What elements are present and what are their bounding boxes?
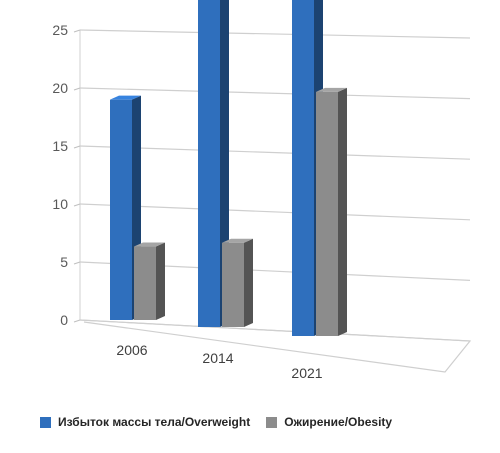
y-tick-mark [73, 203, 81, 207]
y-tick-mark [73, 87, 81, 91]
bar-front [316, 91, 338, 336]
bar-front [292, 0, 314, 337]
legend-label-overweight: Избыток массы тела/Overweight [58, 415, 251, 429]
bar-front [222, 242, 244, 327]
y-tick-label: 0 [60, 312, 68, 328]
bar-front [134, 246, 156, 320]
x-axis-ticks: 2006 2014 2021 [116, 342, 322, 381]
y-tick-mark [73, 319, 81, 323]
legend-swatch-overweight [40, 416, 51, 428]
y-axis-ticks: 0 5 10 15 20 25 [52, 22, 68, 328]
bar-top [316, 87, 347, 92]
y-tick-mark [73, 145, 81, 149]
x-tick-label: 2014 [202, 350, 233, 366]
bar-front [198, 0, 220, 327]
x-tick-label: 2021 [291, 365, 322, 381]
y-tick-label: 20 [52, 80, 68, 96]
legend-label-obesity: Ожирение/Obesity [284, 415, 393, 429]
bar-top [222, 238, 253, 243]
legend: Избыток массы тела/Overweight Ожирение/O… [40, 410, 408, 434]
chart: 0 5 10 15 20 25 2006 2014 2021 [52, 0, 472, 381]
gridline [79, 29, 471, 39]
bar [316, 87, 347, 336]
bar-side [244, 238, 253, 327]
y-tick-mark [73, 261, 81, 265]
y-tick-mark [73, 29, 81, 33]
bar-front [110, 99, 132, 321]
bar-top [110, 95, 141, 100]
x-tick-label: 2006 [116, 342, 147, 358]
legend-item-overweight: Избыток массы тела/Overweight [40, 415, 250, 429]
legend-item-obesity: Ожирение/Obesity [266, 415, 392, 429]
bar-side [156, 242, 165, 320]
gridlines [73, 29, 472, 373]
floor-edge [79, 319, 472, 373]
bar-top [134, 242, 165, 247]
y-tick-label: 25 [52, 22, 68, 38]
bar [222, 238, 253, 327]
y-tick-label: 15 [52, 138, 68, 154]
y-tick-label: 5 [60, 254, 68, 270]
gridline [79, 145, 471, 160]
bar-side [338, 87, 347, 336]
gridline [79, 87, 471, 100]
gridline [79, 203, 471, 221]
bars [110, 0, 347, 337]
bar [134, 242, 165, 320]
legend-swatch-obesity [266, 416, 278, 428]
y-tick-label: 10 [52, 196, 68, 212]
